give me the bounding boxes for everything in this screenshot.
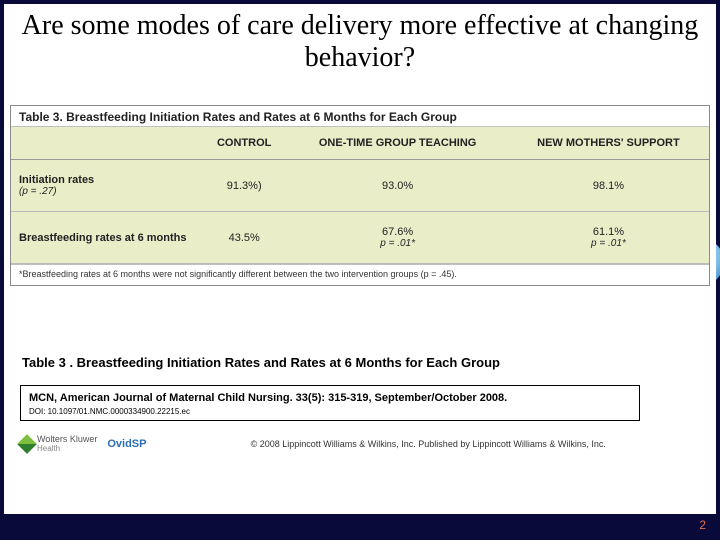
slide-title: Are some modes of care delivery more eff… (0, 10, 720, 74)
row-label-initiation: Initiation rates (p = .27) (11, 160, 201, 212)
cell-r2-newmothers: 61.1% p = .01* (508, 212, 709, 264)
row1-p: (p = .27) (19, 186, 193, 197)
page-number: 2 (699, 518, 706, 532)
cell-r2-onetime: 67.6% p = .01* (287, 212, 508, 264)
col-spacer (11, 127, 201, 160)
copyright-text: © 2008 Lippincott Williams & Wilkins, In… (156, 439, 700, 449)
r2v2p: p = .01* (295, 238, 500, 249)
cell-r1-newmothers: 98.1% (508, 160, 709, 212)
table-3-wrap: Table 3. Breastfeeding Initiation Rates … (10, 105, 710, 286)
col-one-time: ONE-TIME GROUP TEACHING (287, 127, 508, 160)
wolters-kluwer-logo: Wolters Kluwer Health (20, 435, 97, 453)
r2v2: 67.6% (382, 226, 413, 238)
col-control: CONTROL (201, 127, 287, 160)
footer-row: Wolters Kluwer Health OvidSP © 2008 Lipp… (20, 435, 700, 453)
row-label-6months: Breastfeeding rates at 6 months (11, 212, 201, 264)
citation-doi: DOI: 10.1097/01.NMC.0000334900.22215.ec (29, 407, 631, 416)
cell-r2-control: 43.5% (201, 212, 287, 264)
wk-sub: Health (37, 444, 60, 453)
data-table: CONTROL ONE-TIME GROUP TEACHING NEW MOTH… (11, 127, 709, 264)
table-row: Initiation rates (p = .27) 91.3%) 93.0% … (11, 160, 709, 212)
ovid-logo: OvidSP (107, 438, 146, 450)
cell-r1-control: 91.3%) (201, 160, 287, 212)
wk-text: Wolters Kluwer Health (37, 435, 97, 453)
wk-name: Wolters Kluwer (37, 434, 97, 444)
citation-box: MCN, American Journal of Maternal Child … (20, 385, 640, 421)
table-caption: Table 3. Breastfeeding Initiation Rates … (11, 106, 709, 127)
cell-r1-onetime: 93.0% (287, 160, 508, 212)
caption-repeat: Table 3 . Breastfeeding Initiation Rates… (22, 355, 500, 370)
wk-diamond-icon (17, 434, 37, 454)
citation-main: MCN, American Journal of Maternal Child … (29, 392, 631, 404)
table-row: Breastfeeding rates at 6 months 43.5% 67… (11, 212, 709, 264)
r2v3p: p = .01* (516, 238, 701, 249)
row1-label: Initiation rates (19, 174, 94, 186)
col-new-mothers: NEW MOTHERS' SUPPORT (508, 127, 709, 160)
table-header-row: CONTROL ONE-TIME GROUP TEACHING NEW MOTH… (11, 127, 709, 160)
table-footnote: *Breastfeeding rates at 6 months were no… (11, 264, 709, 285)
r2v3: 61.1% (593, 226, 624, 238)
